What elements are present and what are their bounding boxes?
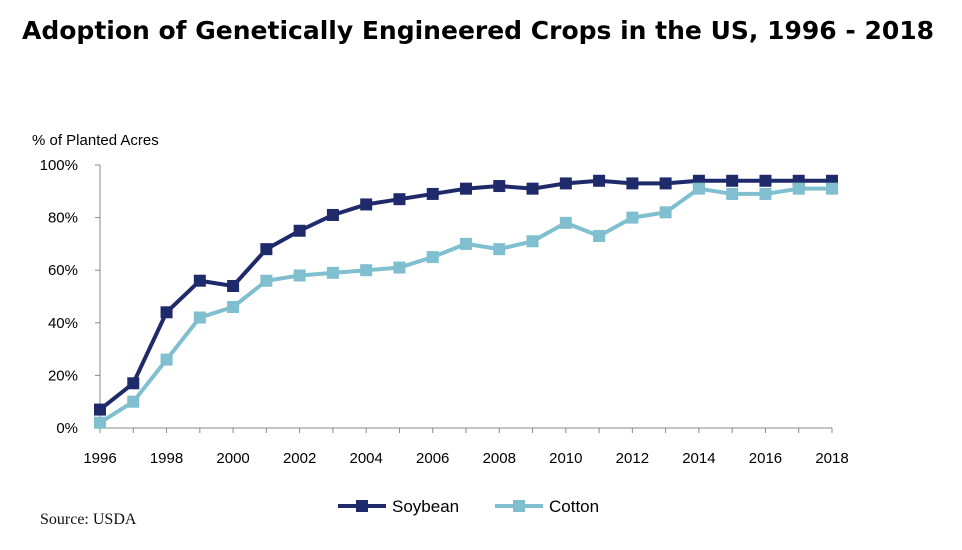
y-axis-label: % of Planted Acres [32,132,159,149]
data-point-soybean [94,403,106,416]
x-tick-label: 2018 [815,450,848,467]
series-line-soybean [98,178,832,412]
data-point-cotton [493,243,506,256]
data-point-cotton [726,187,739,200]
series-layer [94,174,838,429]
data-point-cotton [659,206,672,219]
data-point-cotton [94,416,106,429]
x-tick-label: 2000 [216,450,249,467]
data-point-soybean [460,182,472,195]
data-point-soybean [293,224,306,237]
data-point-cotton [326,266,339,279]
data-point-soybean [493,180,506,193]
data-point-soybean [526,182,539,195]
y-tick-label: 20% [48,367,78,384]
x-tick-label: 2012 [616,450,649,467]
data-point-cotton [826,182,838,195]
data-point-cotton [426,251,439,264]
data-point-cotton [227,301,240,314]
data-point-cotton [692,182,705,195]
data-point-soybean [593,174,606,187]
x-tick-label: 1996 [83,450,116,467]
data-point-soybean [559,177,572,190]
data-point-cotton [792,182,805,195]
x-tick-label: 2008 [483,450,516,467]
data-point-cotton [460,237,472,250]
data-point-soybean [360,198,373,211]
data-point-soybean [160,306,173,319]
x-tick-label: 2010 [549,450,582,467]
data-point-cotton [160,353,173,366]
data-point-soybean [193,274,206,287]
y-tick-label: 100% [40,157,78,174]
data-point-cotton [260,274,273,287]
y-tick-label: 0% [56,420,78,437]
chart-title: Adoption of Genetically Engineered Crops… [22,16,935,45]
data-point-cotton [593,230,606,243]
data-point-soybean [426,187,439,200]
data-point-cotton [526,235,539,248]
series-line-cotton [98,186,832,425]
x-tick-label: 1998 [150,450,183,467]
data-point-cotton [127,395,140,408]
x-tick-label: 2016 [749,450,782,467]
x-tick-label: 2014 [682,450,715,467]
source-note: Source: USDA [40,511,137,528]
data-point-cotton [759,187,772,200]
x-tick-label: 2002 [283,450,316,467]
legend-label-cotton: Cotton [549,497,599,516]
data-point-soybean [659,177,672,190]
data-point-soybean [127,377,140,390]
y-tick-label: 40% [48,315,78,332]
legend-label-soybean: Soybean [392,497,459,516]
data-point-cotton [559,216,572,229]
data-point-cotton [293,269,306,282]
axes: 0% 20% 40% 60% 80% 100% 1996 1998 2000 2002 2004 20… [40,157,849,467]
data-point-soybean [326,208,339,221]
y-tick-label: 80% [48,210,78,227]
x-tick-label: 2006 [416,450,449,467]
data-point-cotton [193,311,206,324]
data-point-soybean [393,193,406,206]
legend-marker-soybean [356,500,368,512]
data-point-cotton [360,264,373,277]
data-point-soybean [260,243,273,256]
legend: Soybean Cotton [338,497,599,516]
data-point-soybean [626,177,639,190]
data-point-soybean [759,174,772,187]
data-point-soybean [227,279,240,292]
data-point-soybean [726,174,739,187]
data-point-cotton [393,261,406,274]
x-tick-label: 2004 [349,450,382,467]
data-point-cotton [626,211,639,224]
y-tick-label: 60% [48,262,78,279]
legend-marker-cotton [513,500,525,512]
